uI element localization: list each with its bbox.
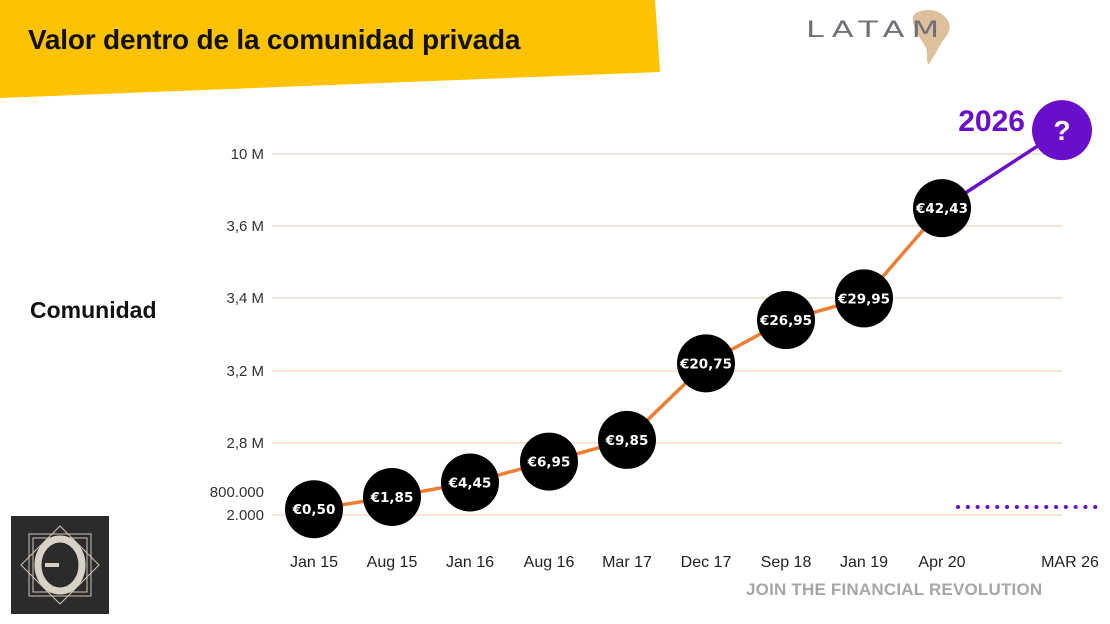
projection-label: ?	[1053, 115, 1070, 146]
data-point-marker	[441, 453, 499, 512]
y-tick-label: 10 M	[231, 146, 264, 163]
x-tick-label: Jan 19	[840, 554, 888, 571]
data-point-marker	[913, 179, 971, 238]
x-tick-label: MAR 26	[1041, 554, 1099, 571]
x-tick-label: Jan 15	[290, 554, 338, 571]
y-tick-label: 2,8 M	[226, 435, 264, 452]
data-label: €4,45	[448, 476, 492, 492]
data-label: €9,85	[605, 433, 649, 449]
x-tick-label: Dec 17	[681, 554, 732, 571]
data-label: €0,50	[292, 502, 336, 518]
data-point-marker	[363, 467, 421, 526]
data-point-marker	[285, 480, 343, 539]
data-point-marker	[757, 291, 815, 350]
y-axis-title: Comunidad	[30, 297, 157, 323]
page-title: Valor dentro de la comunidad privada	[28, 24, 521, 55]
y-tick-label: 800.000	[210, 484, 264, 501]
y-tick-label: 3,6 M	[226, 218, 264, 235]
x-tick-label: Apr 20	[918, 554, 965, 571]
footer-tagline: JOIN THE FINANCIAL REVOLUTION	[746, 580, 1043, 599]
x-tick-label: Mar 17	[602, 554, 652, 571]
data-label: €29,95	[837, 291, 890, 307]
data-label: €6,95	[527, 455, 571, 471]
latam-logo: LATAM	[800, 4, 960, 66]
data-label: €42,43	[915, 201, 968, 217]
data-point-marker	[677, 334, 735, 393]
data-label: €26,95	[759, 313, 812, 329]
data-label: €1,85	[370, 490, 414, 506]
projection-year-label: 2026	[958, 105, 1025, 138]
brand-emblem	[11, 516, 109, 614]
y-tick-label: 3,4 M	[226, 290, 264, 307]
x-tick-label: Sep 18	[761, 554, 812, 571]
y-tick-label: 2.000	[226, 507, 264, 524]
data-label: €20,75	[679, 356, 732, 372]
y-tick-label: 3,2 M	[226, 363, 264, 380]
projection-marker	[1032, 100, 1092, 161]
south-america-map-icon	[912, 10, 950, 64]
data-point-marker	[598, 410, 656, 469]
x-tick-label: Aug 15	[367, 554, 418, 571]
data-point-marker	[835, 269, 893, 328]
x-tick-label: Aug 16	[524, 554, 575, 571]
data-point-marker	[520, 432, 578, 491]
x-tick-label: Jan 16	[446, 554, 494, 571]
emblem-icon	[20, 525, 100, 605]
latam-logo-text: LATAM	[806, 18, 947, 43]
